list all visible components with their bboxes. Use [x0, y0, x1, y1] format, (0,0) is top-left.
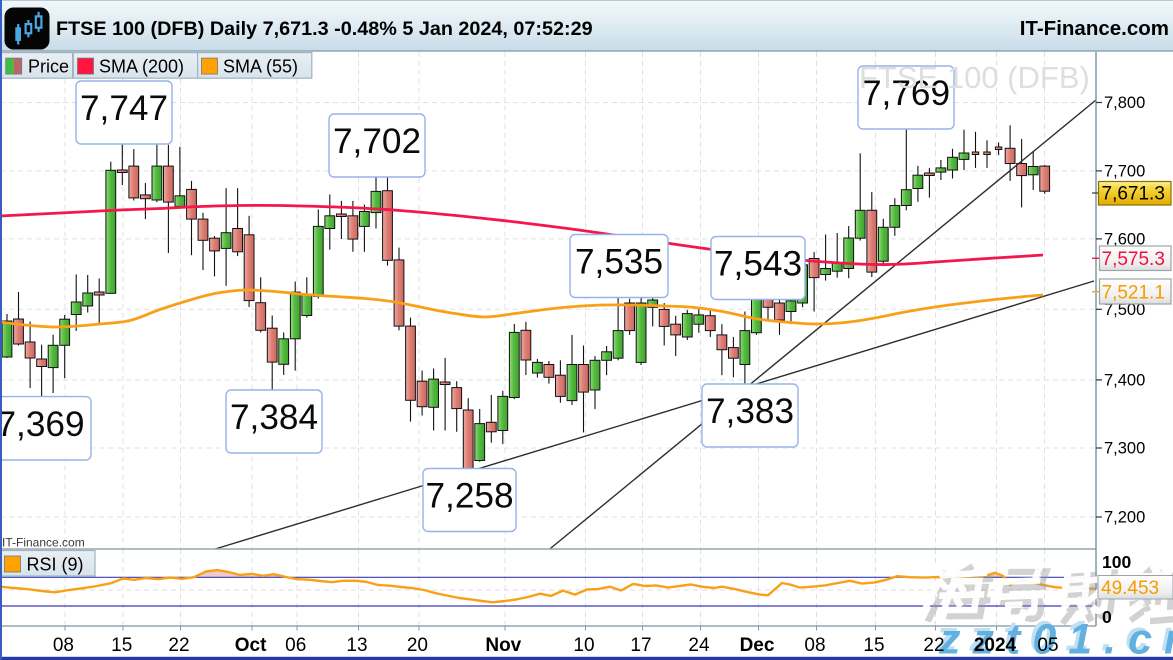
svg-text:7,369: 7,369	[0, 405, 85, 444]
svg-text:Nov: Nov	[485, 635, 521, 656]
svg-text:SMA (200): SMA (200)	[99, 57, 184, 77]
svg-text:05: 05	[1037, 635, 1058, 656]
svg-text:0: 0	[1102, 607, 1112, 627]
svg-text:Oct: Oct	[235, 635, 267, 656]
svg-text:SMA (55): SMA (55)	[223, 57, 298, 77]
svg-text:7,575.3: 7,575.3	[1102, 249, 1165, 270]
svg-text:7,769: 7,769	[862, 74, 950, 113]
svg-text:7,521.1: 7,521.1	[1102, 283, 1165, 304]
svg-text:20: 20	[407, 635, 428, 656]
svg-text:7,535: 7,535	[575, 243, 663, 282]
svg-text:7,702: 7,702	[333, 122, 421, 161]
svg-text:13: 13	[346, 635, 367, 656]
svg-text:Price: Price	[28, 57, 69, 77]
svg-text:7,383: 7,383	[706, 392, 794, 431]
svg-text:08: 08	[804, 635, 825, 656]
svg-text:IT-Finance.com: IT-Finance.com	[1020, 17, 1169, 40]
svg-text:15: 15	[863, 635, 884, 656]
svg-text:15: 15	[111, 635, 132, 656]
svg-text:FTSE 100 (DFB): FTSE 100 (DFB)	[859, 60, 1090, 95]
svg-text:7,200: 7,200	[1104, 509, 1145, 527]
svg-text:zzt01.cn: zzt01.cn	[935, 613, 1173, 660]
svg-text:7,671.3: 7,671.3	[1102, 184, 1165, 205]
svg-text:IT-Finance.com: IT-Finance.com	[2, 536, 85, 550]
svg-text:7,400: 7,400	[1104, 371, 1145, 389]
svg-text:7,500: 7,500	[1104, 301, 1145, 319]
svg-text:100: 100	[1102, 552, 1131, 572]
svg-text:7,300: 7,300	[1104, 440, 1145, 458]
svg-text:49.453: 49.453	[1101, 578, 1159, 599]
svg-text:7,800: 7,800	[1104, 94, 1145, 112]
svg-text:7,747: 7,747	[80, 89, 168, 128]
svg-text:10: 10	[573, 635, 594, 656]
svg-text:Dec: Dec	[740, 635, 775, 656]
svg-text:7,700: 7,700	[1104, 162, 1145, 180]
svg-text:7,600: 7,600	[1104, 230, 1145, 248]
svg-text:17: 17	[630, 635, 651, 656]
svg-text:24: 24	[688, 635, 710, 656]
svg-text:zzt01.cn: zzt01.cn	[938, 616, 1173, 660]
svg-text:7,543: 7,543	[714, 245, 802, 284]
svg-text:RSI (9): RSI (9)	[27, 555, 84, 575]
svg-text:22: 22	[923, 635, 944, 656]
svg-text:06: 06	[285, 635, 306, 656]
svg-text:FTSE 100 (DFB) Daily 7,671.3 -: FTSE 100 (DFB) Daily 7,671.3 -0.48% 5 Ja…	[56, 18, 593, 40]
svg-text:7,258: 7,258	[425, 477, 513, 516]
svg-text:22: 22	[168, 635, 189, 656]
svg-text:7,384: 7,384	[230, 398, 318, 437]
svg-text:08: 08	[53, 635, 74, 656]
svg-text:2024: 2024	[974, 635, 1017, 656]
